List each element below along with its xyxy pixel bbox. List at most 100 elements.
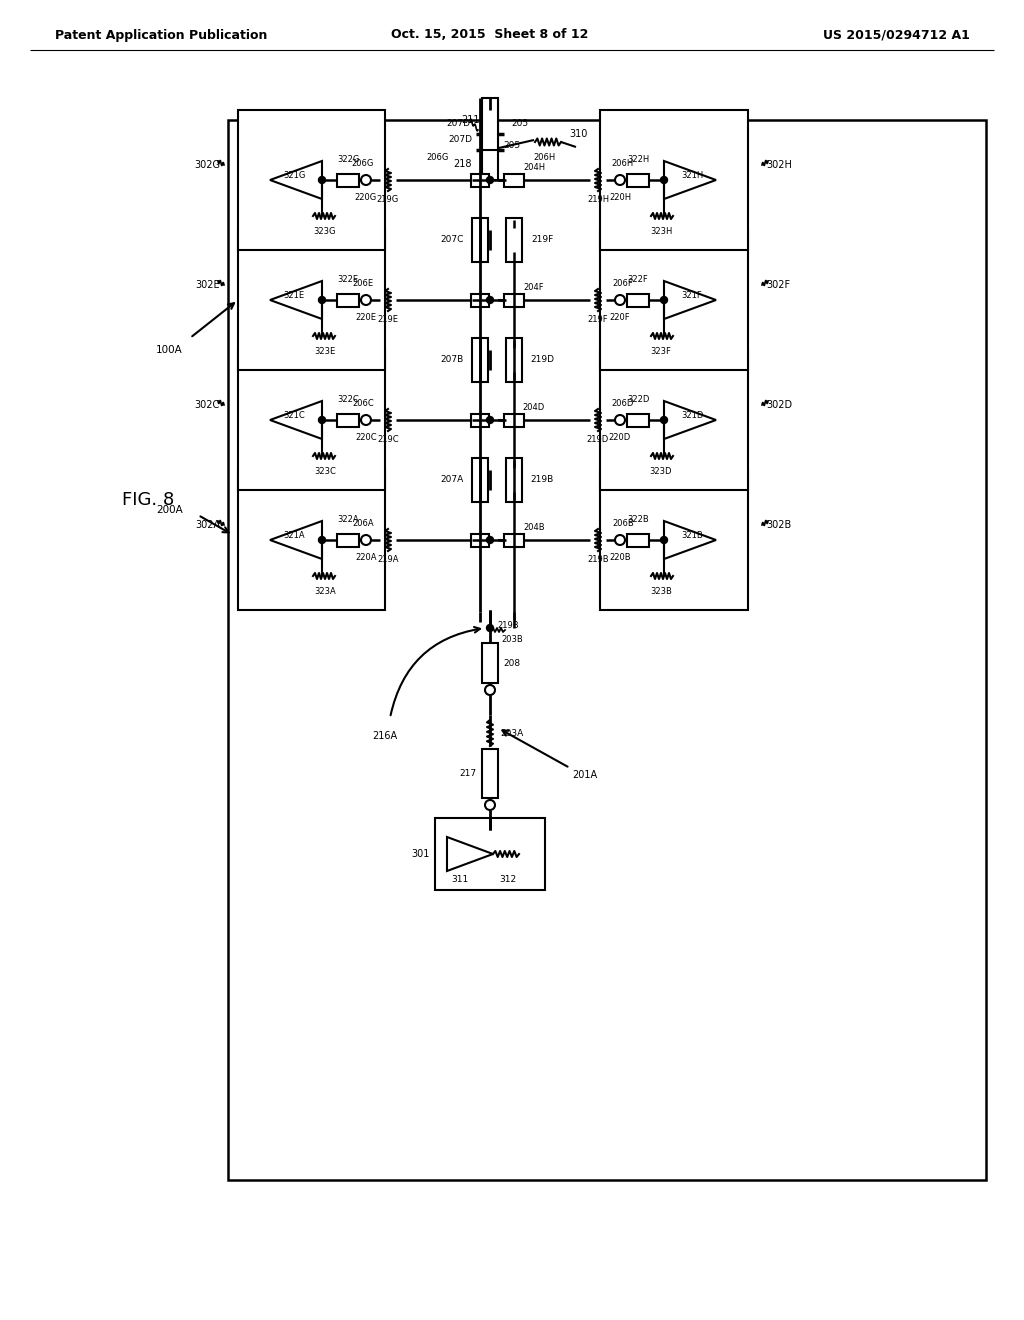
Text: 203A: 203A — [501, 729, 523, 738]
Circle shape — [318, 297, 326, 304]
Text: 206F: 206F — [612, 280, 634, 289]
Text: 100A: 100A — [157, 345, 183, 355]
Bar — [337, 173, 359, 186]
Text: 220B: 220B — [609, 553, 631, 562]
Circle shape — [361, 535, 371, 545]
Bar — [482, 100, 498, 180]
Bar — [472, 218, 488, 261]
Polygon shape — [447, 837, 493, 871]
Circle shape — [486, 417, 494, 424]
Circle shape — [361, 176, 371, 185]
Text: 207D: 207D — [446, 120, 470, 128]
Text: 302E: 302E — [196, 280, 220, 290]
Text: 322D: 322D — [627, 396, 649, 404]
Circle shape — [660, 297, 668, 304]
Text: 201A: 201A — [572, 770, 597, 780]
Text: 203B: 203B — [501, 635, 523, 644]
Bar — [600, 110, 748, 249]
Bar — [627, 533, 649, 546]
Bar — [482, 748, 498, 799]
Bar — [228, 120, 986, 1180]
Polygon shape — [270, 281, 322, 319]
Circle shape — [486, 536, 494, 544]
Text: 204F: 204F — [523, 284, 545, 293]
Text: 220G: 220G — [355, 194, 377, 202]
Circle shape — [486, 297, 494, 304]
Polygon shape — [270, 521, 322, 558]
Bar — [600, 350, 748, 490]
Text: 206G: 206G — [352, 160, 374, 169]
Text: 323F: 323F — [650, 347, 672, 356]
Text: 218: 218 — [453, 158, 471, 169]
Circle shape — [486, 624, 494, 631]
Text: 219F: 219F — [530, 235, 553, 244]
Circle shape — [615, 176, 625, 185]
Bar — [504, 293, 524, 306]
Circle shape — [318, 536, 326, 544]
Bar — [238, 110, 385, 249]
Text: 322E: 322E — [338, 276, 358, 285]
Text: 323C: 323C — [314, 467, 336, 477]
Text: 211: 211 — [461, 115, 479, 125]
Text: 219B: 219B — [498, 622, 519, 631]
Text: 302G: 302G — [194, 160, 220, 170]
Text: 220F: 220F — [609, 314, 631, 322]
Bar — [506, 458, 522, 502]
Text: 302H: 302H — [766, 160, 792, 170]
Text: 322C: 322C — [337, 396, 358, 404]
Text: 302D: 302D — [766, 400, 793, 411]
Bar — [238, 350, 385, 490]
Bar — [472, 458, 488, 502]
Text: 322G: 322G — [337, 156, 359, 165]
Text: 217: 217 — [460, 770, 476, 777]
Circle shape — [660, 177, 668, 183]
Text: 302A: 302A — [195, 520, 220, 531]
Text: 302B: 302B — [766, 520, 792, 531]
Text: 322F: 322F — [628, 276, 648, 285]
Text: 219E: 219E — [378, 315, 398, 325]
Text: 206G: 206G — [427, 153, 450, 162]
Bar — [504, 533, 524, 546]
Text: 302F: 302F — [766, 280, 791, 290]
Text: 323A: 323A — [314, 587, 336, 597]
Text: 321C: 321C — [283, 411, 305, 420]
Text: 208: 208 — [504, 659, 520, 668]
Bar — [337, 293, 359, 306]
Text: 321B: 321B — [681, 531, 702, 540]
Text: 323G: 323G — [313, 227, 336, 236]
Circle shape — [615, 414, 625, 425]
Text: 206H: 206H — [612, 160, 634, 169]
Text: 207D: 207D — [449, 136, 472, 144]
Bar — [471, 173, 489, 186]
Text: 321D: 321D — [681, 411, 703, 420]
Circle shape — [485, 685, 495, 696]
Text: 323H: 323H — [650, 227, 672, 236]
Circle shape — [660, 417, 668, 424]
Text: 219A: 219A — [377, 556, 398, 565]
Text: 220E: 220E — [355, 314, 377, 322]
Text: 219G: 219G — [377, 195, 399, 205]
Bar — [504, 173, 524, 186]
Bar — [471, 533, 489, 546]
Polygon shape — [664, 281, 716, 319]
Text: 204D: 204D — [523, 404, 545, 412]
Text: 322A: 322A — [337, 516, 358, 524]
Text: FIG. 8: FIG. 8 — [122, 491, 174, 510]
Text: 200A: 200A — [157, 506, 183, 515]
Text: 206B: 206B — [612, 520, 634, 528]
Circle shape — [486, 177, 494, 183]
Text: 206H: 206H — [534, 153, 556, 162]
Bar — [504, 413, 524, 426]
Bar — [337, 533, 359, 546]
Text: 219B: 219B — [530, 475, 554, 484]
Circle shape — [615, 294, 625, 305]
Bar — [506, 338, 522, 381]
Text: 204B: 204B — [523, 524, 545, 532]
Text: 219D: 219D — [587, 436, 609, 445]
Text: 323D: 323D — [650, 467, 672, 477]
Text: 206A: 206A — [352, 520, 374, 528]
Text: 216A: 216A — [372, 731, 397, 741]
Text: 311: 311 — [452, 875, 469, 884]
Text: Oct. 15, 2015  Sheet 8 of 12: Oct. 15, 2015 Sheet 8 of 12 — [391, 29, 589, 41]
Bar — [337, 413, 359, 426]
